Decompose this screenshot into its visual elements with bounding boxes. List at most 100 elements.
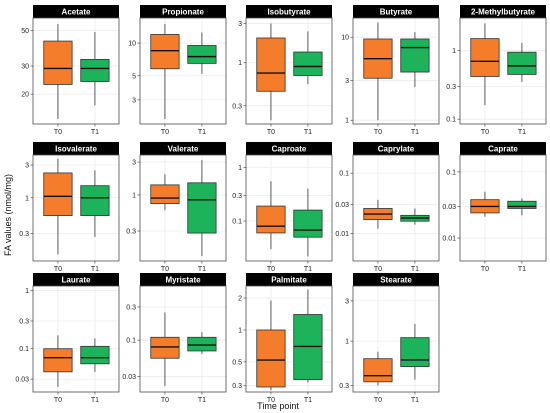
panel-laurate: Laurate 0.03 0.1 0.3 1 T0 T1 (15, 273, 120, 404)
box-T0 (150, 184, 180, 204)
panel-strip (140, 5, 226, 18)
x-tick-label: T0 (374, 129, 382, 136)
y-tick-label: 0.1 (126, 338, 136, 345)
box-T1 (80, 185, 110, 217)
x-tick-label: T1 (411, 129, 419, 136)
panel-strip (246, 5, 332, 18)
plot-area (33, 286, 119, 392)
y-tick-label: 1 (25, 195, 29, 202)
y-tick-label: 0.3 (19, 231, 29, 238)
panel-border (139, 154, 227, 262)
y-tick-label: 0.03 (15, 377, 29, 384)
panel-title: Isovalerate (55, 145, 97, 154)
panel-strip (353, 273, 439, 286)
x-tick-label: T0 (54, 266, 62, 273)
x-tick-label: T1 (198, 129, 206, 136)
panel-border (32, 17, 120, 125)
box-T1 (80, 59, 110, 82)
panel-title: Valerate (168, 145, 199, 154)
y-tick-label: 1 (238, 60, 242, 67)
box-T1 (507, 200, 537, 209)
y-tick-label: 0.3 (232, 103, 242, 110)
box-T1 (507, 51, 537, 75)
y-tick-label: 3 (238, 21, 242, 28)
y-tick-label: 0.1 (19, 346, 29, 353)
y-tick-label: 0.03 (122, 374, 136, 381)
x-tick-label: T1 (91, 397, 99, 404)
panel-border (139, 17, 227, 125)
box-T0 (363, 358, 393, 383)
panel-title: Acetate (62, 8, 91, 17)
panel-title: Stearate (380, 276, 412, 285)
x-tick-label: T1 (198, 266, 206, 273)
y-tick-label: 2 (238, 296, 242, 303)
panel-strip (353, 142, 439, 155)
panel-caprate: Caprate 0.01 0.03 0.1 T0 T1 (442, 142, 547, 273)
panel-strip (33, 273, 119, 286)
box-T0 (150, 34, 180, 70)
x-tick-label: T1 (91, 129, 99, 136)
panel-myristate: Myristate 0.03 0.1 0.3 T0 T1 (122, 273, 227, 404)
panel-border (352, 17, 440, 125)
y-tick-label: 3 (132, 97, 136, 104)
panel-border (245, 17, 333, 125)
box-T1 (187, 182, 217, 234)
box-T0 (43, 172, 73, 217)
panel-strip (246, 142, 332, 155)
box-T1 (293, 209, 323, 238)
y-tick-label: 1 (452, 48, 456, 55)
panel-title: Myristate (165, 276, 201, 285)
x-tick-label: T1 (518, 266, 526, 273)
y-tick-label: 0.3 (126, 228, 136, 235)
x-tick-label: T0 (54, 129, 62, 136)
panel-caprylate: Caprylate 0.01 0.03 0.1 T0 T1 (335, 142, 440, 273)
x-tick-label: T1 (304, 129, 312, 136)
y-tick-label: 1 (238, 165, 242, 172)
x-tick-label: T0 (267, 397, 275, 404)
panel-butyrate: Butyrate 1 3 10 T0 T1 (341, 5, 440, 136)
y-tick-label: 3 (25, 163, 29, 170)
x-tick-label: T0 (54, 397, 62, 404)
y-tick-label: 0.1 (446, 117, 456, 124)
panel-caproate: Caproate 0.1 0.3 1 T0 T1 (232, 142, 333, 273)
x-tick-label: T1 (518, 129, 526, 136)
y-tick-label: 1 (238, 327, 242, 334)
box-T1 (400, 337, 430, 367)
y-tick-label: 50 (21, 28, 29, 35)
panel-title: Isobutyrate (267, 8, 311, 17)
x-tick-label: T0 (481, 266, 489, 273)
panel-title: Propionate (162, 8, 204, 17)
box-T0 (256, 329, 286, 388)
y-axis-title: FA values (nmol/mg) (3, 174, 13, 256)
y-tick-label: 0.3 (232, 383, 242, 390)
panel-strip (140, 142, 226, 155)
x-tick-label: T1 (91, 266, 99, 273)
panel-title: Butyrate (380, 8, 413, 17)
y-tick-label: 1 (132, 192, 136, 199)
box-T1 (80, 345, 110, 365)
y-tick-label: 0.3 (126, 304, 136, 311)
y-tick-label: 0.3 (446, 84, 456, 91)
y-tick-label: 0.3 (339, 383, 349, 390)
panel-border (32, 285, 120, 393)
panel-title: Palmitate (271, 276, 307, 285)
box-T1 (187, 336, 217, 352)
x-tick-label: T0 (267, 129, 275, 136)
panel-border (139, 285, 227, 393)
y-tick-label: 0.1 (232, 219, 242, 226)
y-tick-label: 0.1 (339, 171, 349, 178)
x-tick-label: T1 (198, 397, 206, 404)
plot-area (140, 18, 226, 124)
x-tick-label: T0 (481, 129, 489, 136)
y-tick-label: 0.1 (446, 169, 456, 176)
y-tick-label: 10 (128, 41, 136, 48)
panel-stearate: Stearate 0.3 1 3 T0 T1 (339, 273, 440, 404)
box-T1 (187, 45, 217, 64)
panel-strip (33, 5, 119, 18)
y-tick-label: 10 (341, 35, 349, 42)
box-T1 (400, 38, 430, 73)
panel-title: Caprate (488, 145, 518, 154)
y-tick-label: 0.5 (232, 359, 242, 366)
y-tick-label: 3 (132, 160, 136, 167)
